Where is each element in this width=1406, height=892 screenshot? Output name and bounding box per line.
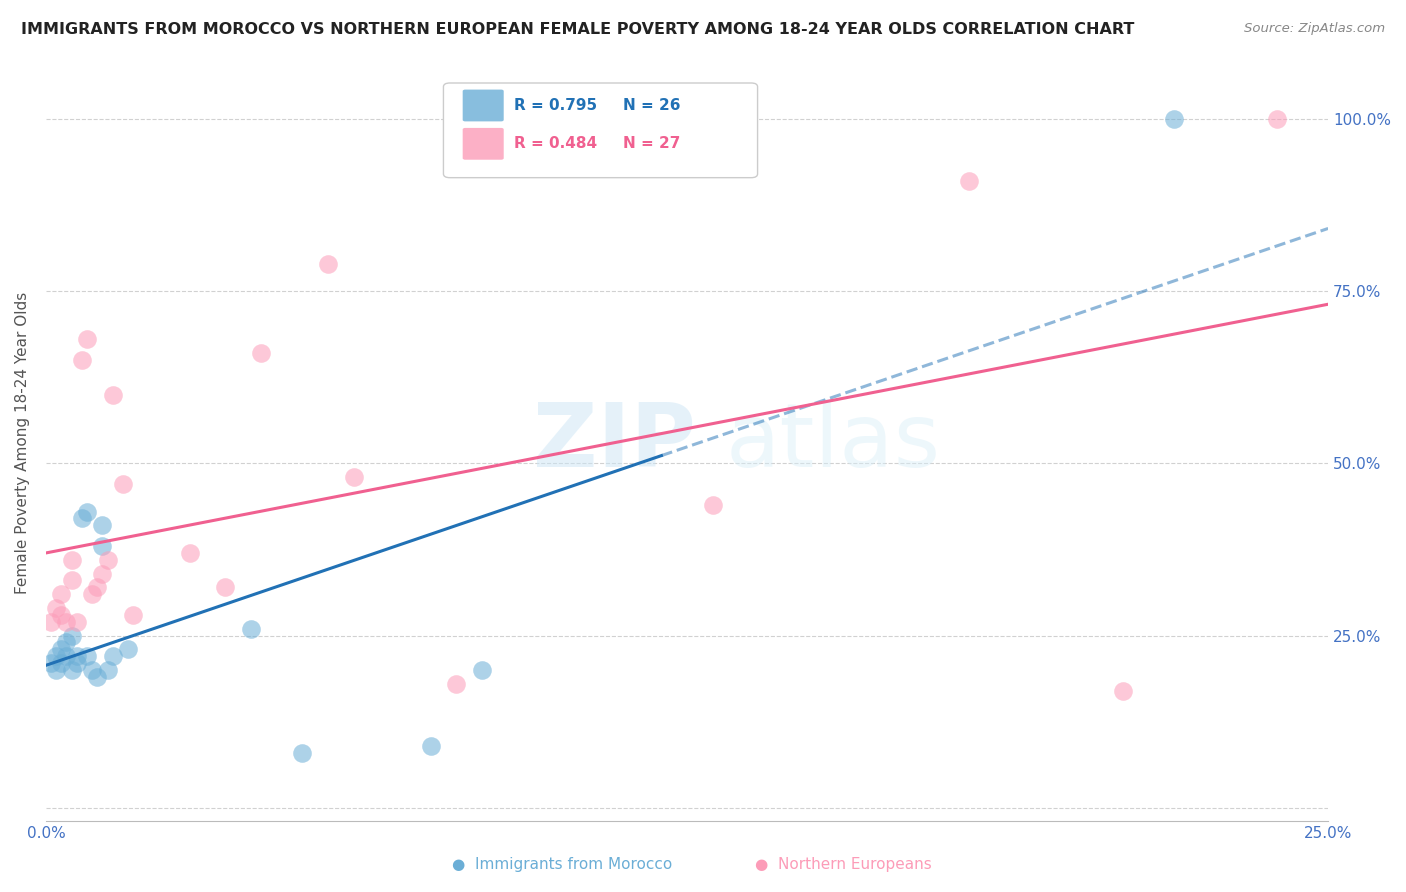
Point: [60, 629, 83, 643]
Text: ZIP: ZIP: [533, 400, 696, 486]
Point: [70, 353, 93, 368]
Point: [91, 566, 114, 581]
Y-axis label: Female Poverty Among 18-24 Year Olds: Female Poverty Among 18-24 Year Olds: [15, 292, 30, 594]
FancyBboxPatch shape: [463, 128, 503, 160]
Point: [316, 257, 339, 271]
Point: [250, 346, 273, 360]
Point: [214, 580, 236, 594]
Point: [1265, 112, 1288, 127]
Point: [82, 663, 104, 677]
Point: [51, 642, 73, 657]
Point: [55, 635, 77, 649]
Point: [45, 663, 67, 677]
Point: [86, 580, 108, 594]
Point: [419, 739, 441, 753]
Point: [343, 470, 366, 484]
Point: [66, 649, 89, 664]
Point: [66, 615, 89, 629]
Point: [76, 649, 98, 664]
FancyBboxPatch shape: [463, 89, 503, 121]
Point: [55, 649, 77, 664]
Point: [702, 498, 724, 512]
Point: [122, 607, 145, 622]
Point: [70, 511, 93, 525]
Point: [51, 656, 73, 670]
Text: ●  Northern Europeans: ● Northern Europeans: [755, 857, 932, 872]
Point: [39, 615, 62, 629]
Text: R = 0.795: R = 0.795: [515, 98, 598, 113]
Point: [76, 505, 98, 519]
Point: [39, 656, 62, 670]
Point: [117, 642, 139, 657]
Point: [471, 663, 494, 677]
Point: [1163, 112, 1185, 127]
Point: [82, 587, 104, 601]
Point: [55, 615, 77, 629]
Text: IMMIGRANTS FROM MOROCCO VS NORTHERN EUROPEAN FEMALE POVERTY AMONG 18-24 YEAR OLD: IMMIGRANTS FROM MOROCCO VS NORTHERN EURO…: [21, 22, 1135, 37]
Point: [291, 746, 314, 760]
Point: [240, 622, 263, 636]
FancyBboxPatch shape: [443, 83, 758, 178]
Point: [45, 601, 67, 615]
Point: [446, 677, 468, 691]
Text: R = 0.484: R = 0.484: [515, 136, 598, 152]
Point: [179, 546, 201, 560]
Text: Source: ZipAtlas.com: Source: ZipAtlas.com: [1244, 22, 1385, 36]
Point: [60, 663, 83, 677]
Point: [101, 649, 124, 664]
Point: [1112, 683, 1135, 698]
Point: [66, 656, 89, 670]
Point: [957, 174, 980, 188]
Point: [91, 539, 114, 553]
Point: [96, 553, 118, 567]
Point: [51, 607, 73, 622]
Point: [96, 663, 118, 677]
Point: [76, 333, 98, 347]
Point: [51, 587, 73, 601]
Text: ●  Immigrants from Morocco: ● Immigrants from Morocco: [453, 857, 672, 872]
Point: [111, 477, 134, 491]
Point: [91, 518, 114, 533]
Point: [86, 670, 108, 684]
Point: [60, 553, 83, 567]
Point: [101, 387, 124, 401]
Point: [45, 649, 67, 664]
Text: atlas: atlas: [725, 400, 941, 486]
Text: N = 27: N = 27: [623, 136, 681, 152]
Text: N = 26: N = 26: [623, 98, 681, 113]
Point: [60, 574, 83, 588]
